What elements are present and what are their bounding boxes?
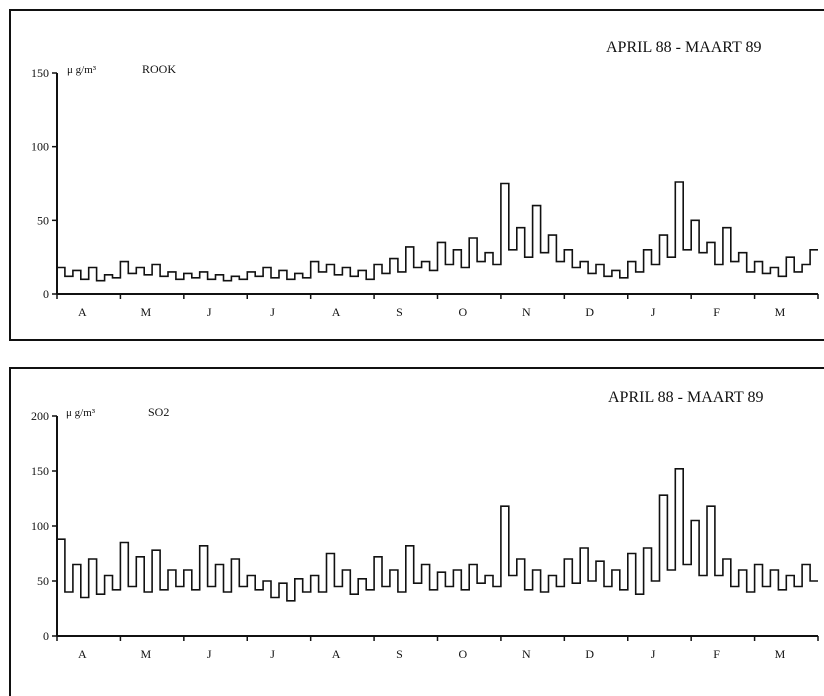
rook-y-tick-label: 100 [31,140,49,154]
so2-month-label: F [713,647,720,661]
rook-month-label: A [332,305,341,319]
so2-y-tick-label: 0 [43,629,49,643]
so2-month-label: A [78,647,87,661]
so2-month-label: J [270,647,275,661]
rook-month-label: N [522,305,531,319]
so2-series-name: SO2 [148,405,169,419]
so2-month-label: D [585,647,594,661]
so2-month-label: O [459,647,468,661]
rook-month-label: M [775,305,786,319]
so2-chart: APRIL 88 - MAART 89 μ g/m³ SO2 0 50 100 150… [9,367,824,696]
so2-y-tick-label: 150 [31,464,49,478]
so2-y-tick-label: 200 [31,409,49,423]
so2-period-label: APRIL 88 - MAART 89 [608,389,764,406]
so2-series-line [57,468,818,602]
rook-month-label: M [140,305,151,319]
so2-y-tick-label: 100 [31,519,49,533]
rook-period-label: APRIL 88 - MAART 89 [606,39,762,56]
rook-series-line [57,181,818,282]
rook-month-label: F [713,305,720,319]
so2-plot-area: 0 50 100 150 200 A M J J A S O N D J F M [31,409,819,661]
rook-plot-area: 0 50 100 150 A M J J A S O N D J F M [31,66,819,319]
so2-month-label: A [332,647,341,661]
so2-month-label: N [522,647,531,661]
rook-y-tick-label: 0 [43,287,49,301]
so2-month-label: J [207,647,212,661]
so2-month-label: S [396,647,403,661]
rook-series-name: ROOK [142,62,176,76]
so2-y-tick-label: 50 [37,574,49,588]
so2-month-label: J [651,647,656,661]
rook-month-label: D [585,305,594,319]
rook-y-tick-label: 50 [37,213,49,227]
so2-month-label: M [140,647,151,661]
rook-month-label: A [78,305,87,319]
so2-month-label: M [775,647,786,661]
rook-unit-label: μ g/m³ [67,64,97,76]
rook-month-label: S [396,305,403,319]
so2-unit-label: μ g/m³ [66,407,96,419]
rook-chart: APRIL 88 - MAART 89 μ g/m³ ROOK 0 50 100 15… [9,9,824,341]
so2-chart-panel: APRIL 88 - MAART 89 μ g/m³ SO2 0 50 100 150… [0,362,824,696]
so2-chart-frame [9,367,824,696]
rook-month-label: J [270,305,275,319]
rook-month-label: O [459,305,468,319]
rook-month-label: J [651,305,656,319]
rook-chart-panel: APRIL 88 - MAART 89 μ g/m³ ROOK 0 50 100 15… [0,0,824,346]
rook-month-label: J [207,305,212,319]
rook-chart-frame [9,9,824,341]
rook-y-tick-label: 150 [31,66,49,80]
